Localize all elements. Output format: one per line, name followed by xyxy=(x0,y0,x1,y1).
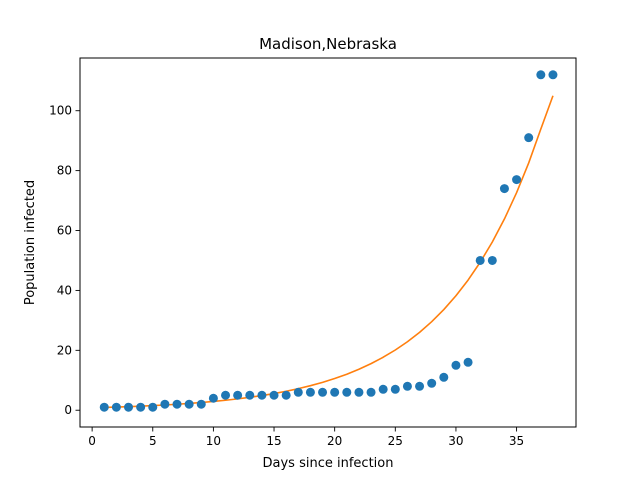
data-point xyxy=(293,387,303,397)
x-axis-label: Days since infection xyxy=(263,456,394,471)
data-point xyxy=(475,255,485,265)
data-point xyxy=(342,387,352,397)
data-point xyxy=(330,387,340,397)
tick-group: 0 5 10 15 20 25 30 35 0 20 40 60 80 100 xyxy=(49,104,524,448)
axes-frame xyxy=(79,57,577,428)
x-tick-label: 20 xyxy=(327,434,342,448)
x-tick-label: 15 xyxy=(266,434,281,448)
data-point xyxy=(172,399,182,409)
data-point xyxy=(281,390,291,400)
x-tick-label: 0 xyxy=(88,434,96,448)
y-tick-label: 20 xyxy=(57,343,72,357)
data-point xyxy=(427,378,437,388)
plot-area xyxy=(99,70,558,412)
data-point xyxy=(221,390,231,400)
data-point xyxy=(111,402,121,412)
x-tick-label: 35 xyxy=(509,434,524,448)
y-tick-label: 0 xyxy=(64,403,72,417)
y-tick-label: 80 xyxy=(57,164,72,178)
data-point xyxy=(160,399,170,409)
chart-title: Madison,Nebraska xyxy=(259,35,397,53)
data-point xyxy=(463,357,473,367)
data-point xyxy=(318,387,328,397)
data-point xyxy=(366,387,376,397)
data-point xyxy=(390,384,400,394)
data-point xyxy=(378,384,388,394)
y-tick-label: 100 xyxy=(49,104,72,118)
data-point xyxy=(499,184,509,194)
y-tick-label: 60 xyxy=(57,224,72,238)
data-point xyxy=(99,402,109,412)
data-point xyxy=(245,390,255,400)
data-point xyxy=(208,393,218,403)
data-point xyxy=(548,70,558,80)
x-tick-label: 10 xyxy=(206,434,221,448)
y-tick-label: 40 xyxy=(57,283,72,297)
x-tick-label: 5 xyxy=(149,434,157,448)
data-point xyxy=(512,175,522,185)
data-point xyxy=(184,399,194,409)
data-point xyxy=(402,381,412,391)
data-point xyxy=(148,402,158,412)
data-point xyxy=(257,390,267,400)
data-point xyxy=(233,390,243,400)
data-point xyxy=(136,402,146,412)
data-point xyxy=(536,70,546,80)
x-tick-label: 30 xyxy=(448,434,463,448)
data-point xyxy=(451,360,461,370)
data-point xyxy=(124,402,134,412)
data-point xyxy=(354,387,364,397)
data-point xyxy=(524,133,534,143)
data-point xyxy=(487,255,497,265)
data-point xyxy=(415,381,425,391)
data-point xyxy=(196,399,206,409)
data-point xyxy=(439,372,449,382)
x-tick-label: 25 xyxy=(388,434,403,448)
data-point xyxy=(269,390,279,400)
y-axis-label: Population infected xyxy=(23,180,38,305)
data-point xyxy=(305,387,315,397)
